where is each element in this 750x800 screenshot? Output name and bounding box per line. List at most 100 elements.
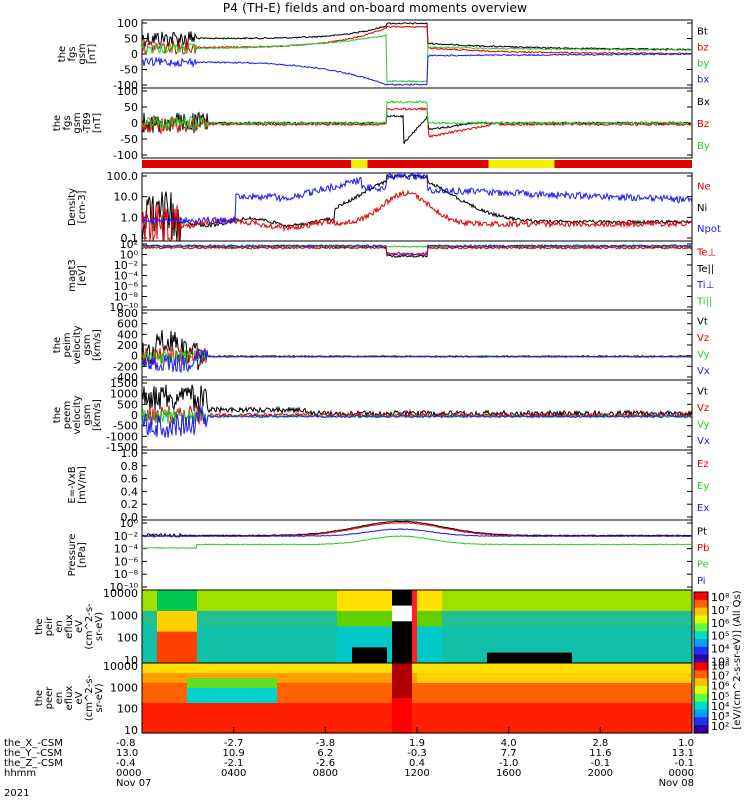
spectrogram-cell [447, 621, 453, 628]
spectrogram-cell [202, 673, 208, 679]
spectrogram-cell [157, 678, 163, 684]
spectrogram-cell [372, 728, 378, 734]
spectrogram-cell [622, 683, 628, 689]
legend-entry: Te|| [696, 264, 714, 275]
spectrogram-cell [227, 631, 233, 638]
spectrogram-cell [237, 621, 243, 628]
y-tick-label: 10⁻⁸ [114, 291, 139, 304]
spectrogram-cell [262, 631, 268, 638]
spectrogram-cell [602, 723, 608, 729]
ephemeris-value: -3.8 [316, 738, 336, 749]
spectrogram-cell [257, 595, 263, 601]
spectrogram-cell [417, 605, 423, 612]
spectrogram-cell [262, 683, 268, 689]
spectrogram-cell [317, 708, 323, 714]
spectrogram-cell [172, 647, 178, 654]
spectrogram-cell [252, 621, 258, 628]
spectrogram-cell [577, 663, 583, 669]
spectrogram-cell [482, 626, 488, 633]
spectrogram-cell [322, 616, 328, 622]
spectrogram-cell [432, 728, 438, 734]
spectrogram-cell [652, 647, 658, 654]
spectrogram-cell [612, 688, 618, 694]
spectrogram-cell [632, 683, 638, 689]
spectrogram-cell [247, 621, 253, 628]
spectrogram-cell [547, 657, 553, 664]
spectrogram-cell [497, 642, 503, 648]
spectrogram-cell [247, 683, 253, 689]
spectrogram-cell [217, 728, 223, 734]
spectrogram-cell [432, 626, 438, 633]
spectrogram-cell [142, 703, 148, 709]
spectrogram-cell [562, 657, 568, 664]
spectrogram-cell [602, 678, 608, 684]
spectrogram-cell [247, 708, 253, 714]
y-tick-label: 50 [124, 101, 138, 114]
spectrogram-cell [377, 708, 383, 714]
spectrogram-cell [222, 642, 228, 648]
spectrogram-cell [627, 595, 633, 601]
spectrogram-cell [202, 621, 208, 628]
spectrogram-cell [182, 595, 188, 601]
spectrogram-cell [277, 688, 283, 694]
spectrogram-cell [557, 595, 563, 601]
spectrogram-cell [257, 668, 263, 674]
spectrogram-cell [347, 595, 353, 601]
spectrogram-cell [577, 600, 583, 607]
y-tick-label: 0.4 [121, 485, 139, 498]
spectrogram-cell [662, 728, 668, 734]
spectrogram-cell [487, 678, 493, 684]
spectrogram-cell [197, 673, 203, 679]
spectrogram-cell [247, 688, 253, 694]
spectrogram-cell [612, 616, 618, 622]
spectrogram-cell [217, 718, 223, 724]
spectrogram-cell [187, 708, 193, 714]
spectrogram-cell [472, 673, 478, 679]
spectrogram-cell [622, 693, 628, 699]
spectrogram-cell [507, 642, 513, 648]
spectrogram-cell [282, 698, 288, 704]
spectrogram-cell [272, 713, 278, 719]
spectrogram-cell [632, 703, 638, 709]
spectrogram-cell [162, 678, 168, 684]
spectrogram-cell [157, 636, 163, 643]
spectrogram-cell [352, 616, 358, 622]
spectrogram-cell [662, 688, 668, 694]
spectrogram-cell [427, 642, 433, 648]
spectrogram-cell [312, 723, 318, 729]
spectrogram-cell [617, 631, 623, 638]
spectrogram-cell [187, 713, 193, 719]
spectrogram-cell [672, 683, 678, 689]
spectrogram-cell [412, 626, 418, 633]
spectrogram-cell [297, 647, 303, 654]
spectrogram-cell [192, 698, 198, 704]
spectrogram-cell [387, 595, 393, 601]
spectrogram-cell [632, 616, 638, 622]
spectrogram-cell [637, 616, 643, 622]
spectrogram-cell [492, 683, 498, 689]
spectrogram-cell [667, 610, 673, 617]
spectrogram-cell [142, 642, 148, 648]
spectrogram-cell [347, 631, 353, 638]
spectrogram-cell [482, 610, 488, 617]
spectrogram-cell [477, 621, 483, 628]
spectrogram-cell [412, 657, 418, 664]
spectrogram-cell [687, 605, 693, 612]
spectrogram-cell [307, 595, 313, 601]
spectrogram-cell [592, 663, 598, 669]
spectrogram-cell [372, 631, 378, 638]
spectrogram-cell [142, 621, 148, 628]
spectrogram-cell [282, 590, 288, 596]
spectrogram-cell [607, 590, 613, 596]
spectrogram-cell [487, 652, 493, 659]
spectrogram-cell [667, 668, 673, 674]
ephemeris-value: -0.1 [674, 758, 694, 769]
y-tick-label: 10² [120, 238, 138, 251]
spectrogram-cell [422, 605, 428, 612]
spectrogram-cell [282, 642, 288, 648]
spectrogram-cell [362, 723, 368, 729]
spectrogram-cell [207, 728, 213, 734]
spectrogram-cell [352, 590, 358, 596]
